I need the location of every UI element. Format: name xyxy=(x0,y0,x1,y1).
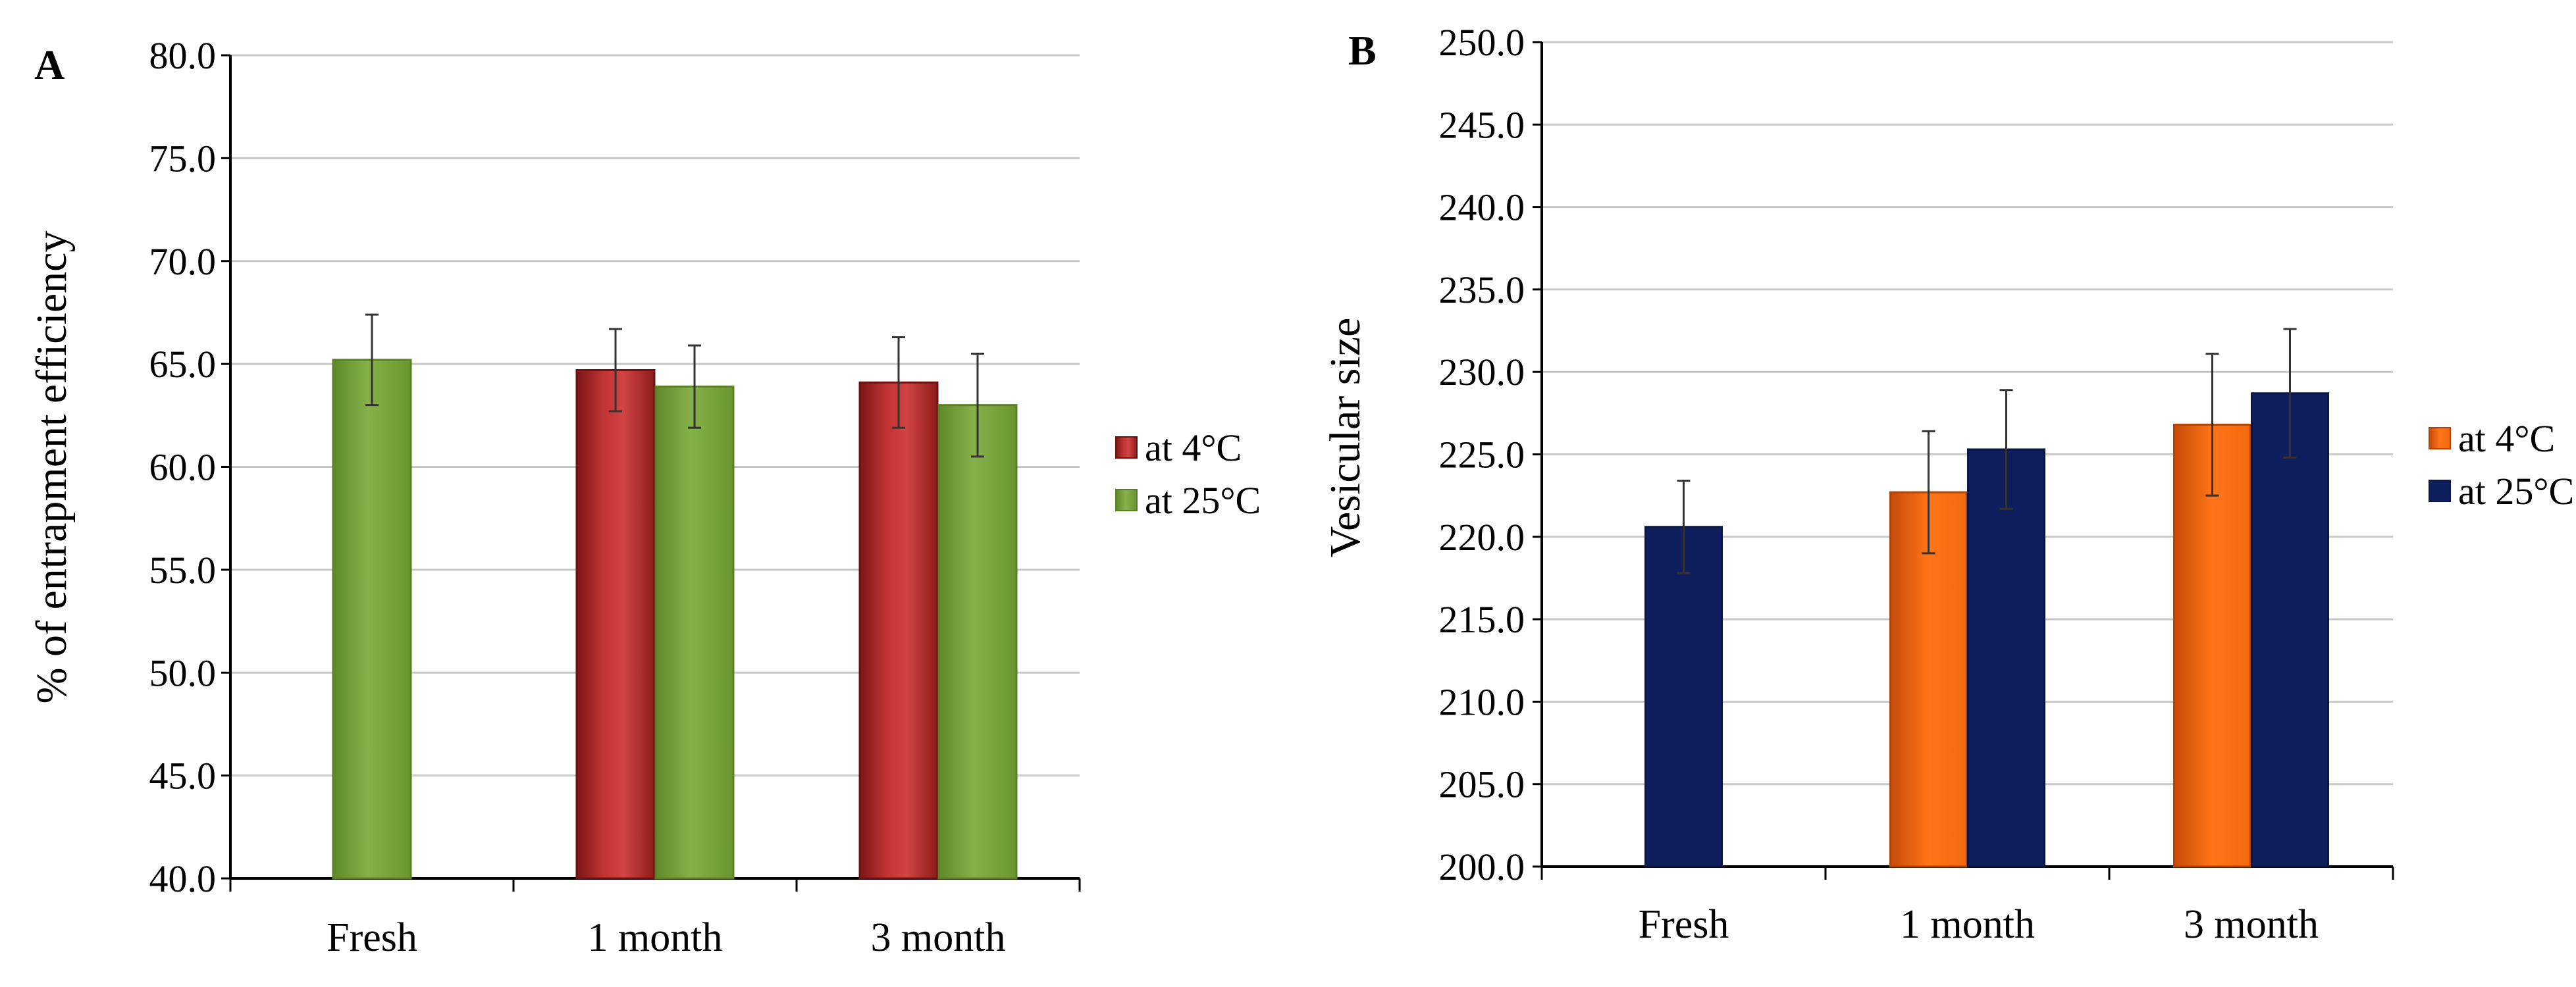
panel-label: B xyxy=(1348,27,1377,74)
bar-at-25-c-3-month xyxy=(937,404,1018,880)
legend-label-at-25-c: at 25°C xyxy=(1145,479,1261,522)
y-tick-label: 235.0 xyxy=(1439,268,1525,311)
y-tick-label: 75.0 xyxy=(149,137,217,180)
chart-panel-b: 200.0 205.0 210.0 215.0 220.0 225.0 230.0 235.0… xyxy=(1321,21,2574,947)
bar-at-4-c-3-month xyxy=(858,381,939,880)
bar-at-25-c-fresh xyxy=(1644,526,1723,868)
bar-at-25-c-1-month xyxy=(654,386,735,880)
x-tick-label-1-month: 1 month xyxy=(1900,902,2035,947)
x-tick-label-3-month: 3 month xyxy=(871,915,1006,960)
y-tick-label: 40.0 xyxy=(149,857,217,900)
y-tick-label: 200.0 xyxy=(1439,846,1525,888)
x-tick-label-fresh: Fresh xyxy=(327,915,417,960)
legend-label-at-25-c: at 25°C xyxy=(2458,470,2574,513)
y-tick-label: 245.0 xyxy=(1439,103,1525,146)
panel-label: A xyxy=(34,41,65,88)
y-tick-label: 215.0 xyxy=(1439,598,1525,641)
legend-swatch-at-25-c xyxy=(2429,480,2451,502)
y-tick-label: 220.0 xyxy=(1439,516,1525,559)
bar-at-25-c-fresh xyxy=(332,359,412,880)
y-tick-label: 240.0 xyxy=(1439,186,1525,229)
y-tick-label: 225.0 xyxy=(1439,434,1525,476)
x-tick-label-1-month: 1 month xyxy=(588,915,723,960)
y-tick-label: 80.0 xyxy=(149,34,217,77)
y-tick-label: 60.0 xyxy=(149,446,217,489)
y-tick-label: 65.0 xyxy=(149,343,217,386)
legend-swatch-at-4-c xyxy=(2429,427,2451,449)
legend-swatch-at-4-c xyxy=(1115,436,1138,459)
y-tick-label: 205.0 xyxy=(1439,763,1525,806)
y-tick-label: 50.0 xyxy=(149,651,217,694)
y-tick-label: 55.0 xyxy=(149,549,217,592)
x-tick-label-3-month: 3 month xyxy=(2184,902,2319,947)
legend-label-at-4-c: at 4°C xyxy=(2458,417,2555,460)
y-tick-label: 45.0 xyxy=(149,755,217,797)
chart-panel-a: 40.0 45.0 50.0 55.0 60.0 65.0 70.0 75.0 80.0 Fres… xyxy=(28,34,1261,960)
y-tick-label: 70.0 xyxy=(149,240,217,283)
y-axis-title: Vesicular size xyxy=(1321,318,1369,558)
y-tick-label: 230.0 xyxy=(1439,351,1525,393)
y-axis-title: % of entrapment efficiency xyxy=(28,231,76,704)
bar-at-4-c-1-month xyxy=(1889,491,1968,868)
bar-at-4-c-3-month xyxy=(2173,423,2251,868)
legend-swatch-at-25-c xyxy=(1115,489,1138,511)
bar-at-25-c-1-month xyxy=(1967,448,2045,868)
y-tick-label: 250.0 xyxy=(1439,21,1525,64)
bar-at-25-c-3-month xyxy=(2251,392,2329,868)
legend-label-at-4-c: at 4°C xyxy=(1145,426,1242,469)
bar-at-4-c-1-month xyxy=(575,369,656,880)
y-tick-label: 210.0 xyxy=(1439,680,1525,723)
x-tick-label-fresh: Fresh xyxy=(1639,902,1729,947)
